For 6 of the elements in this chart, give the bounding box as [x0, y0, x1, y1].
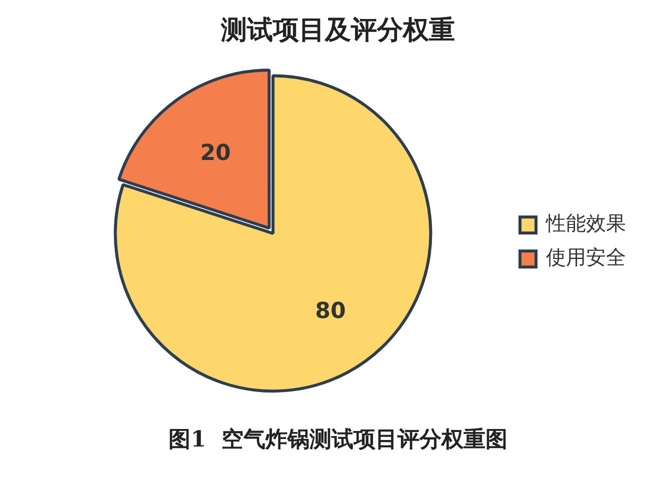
legend-label: 使用安全 — [546, 245, 626, 270]
legend-label: 性能效果 — [545, 211, 626, 236]
chart-title: 测试项目及评分权重 — [220, 15, 455, 46]
caption: 图1 空气炸锅测试项目评分权重图 — [168, 426, 508, 453]
data-label: 80 — [315, 299, 346, 324]
data-label: 20 — [200, 141, 231, 166]
